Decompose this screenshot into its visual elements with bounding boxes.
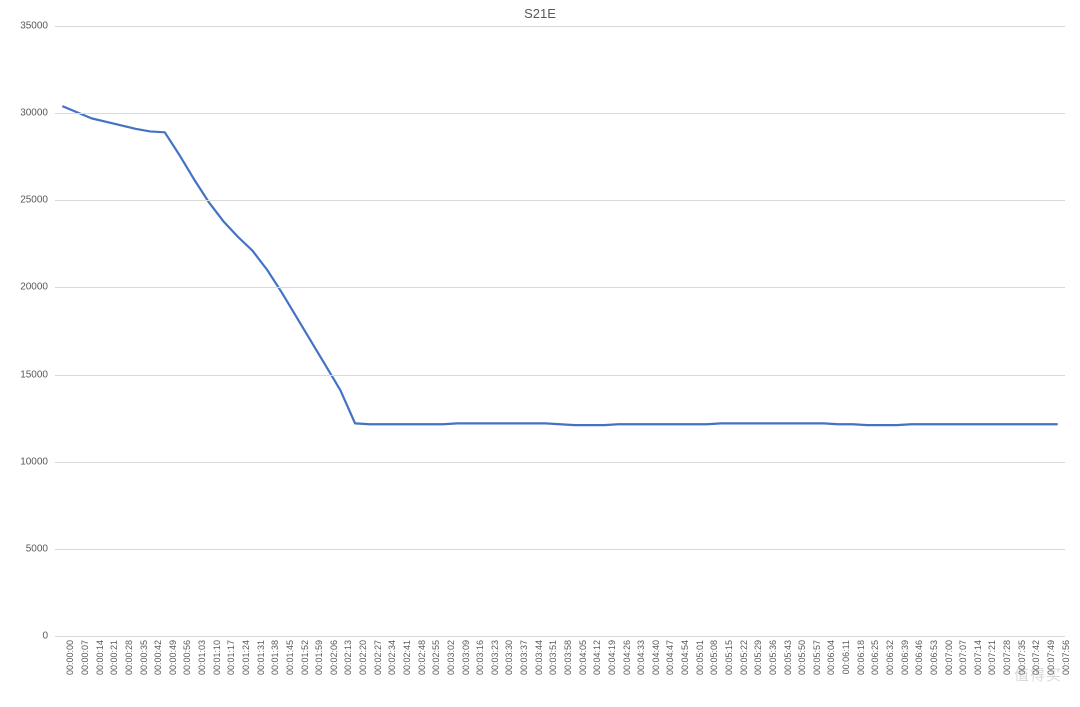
x-tick-label: 00:04:26 (622, 640, 632, 675)
gridline (55, 26, 1065, 27)
x-tick-label: 00:02:34 (387, 640, 397, 675)
x-tick-label: 00:07:42 (1031, 640, 1041, 675)
y-tick-label: 10000 (0, 456, 48, 467)
x-tick-label: 00:03:02 (446, 640, 456, 675)
x-tick-label: 00:00:21 (109, 640, 119, 675)
x-tick-label: 00:01:17 (226, 640, 236, 675)
x-tick-label: 00:07:21 (987, 640, 997, 675)
x-tick-label: 00:00:28 (124, 640, 134, 675)
x-tick-label: 00:05:29 (753, 640, 763, 675)
x-tick-label: 00:04:54 (680, 640, 690, 675)
x-tick-label: 00:05:01 (695, 640, 705, 675)
y-tick-label: 5000 (0, 543, 48, 554)
x-tick-label: 00:05:36 (768, 640, 778, 675)
y-tick-label: 25000 (0, 195, 48, 206)
x-tick-label: 00:01:24 (241, 640, 251, 675)
y-tick-label: 20000 (0, 282, 48, 293)
y-tick-label: 15000 (0, 369, 48, 380)
chart-title: S21E (0, 6, 1080, 21)
x-tick-label: 00:07:35 (1017, 640, 1027, 675)
x-tick-label: 00:03:37 (519, 640, 529, 675)
x-tick-label: 00:07:28 (1002, 640, 1012, 675)
x-tick-label: 00:03:09 (461, 640, 471, 675)
x-axis: 00:00:00 00:00:07 00:00:14 00:00:21 00:00:28… (55, 640, 1065, 705)
gridline (55, 549, 1065, 550)
gridline (55, 287, 1065, 288)
x-tick-label: 00:02:48 (417, 640, 427, 675)
x-tick-label: 00:07:56 (1061, 640, 1071, 675)
x-tick-label: 00:01:38 (270, 640, 280, 675)
x-tick-label: 00:04:12 (592, 640, 602, 675)
x-tick-label: 00:03:58 (563, 640, 573, 675)
x-tick-label: 00:03:23 (490, 640, 500, 675)
x-tick-label: 00:01:59 (314, 640, 324, 675)
x-tick-label: 00:00:42 (153, 640, 163, 675)
x-tick-label: 00:01:31 (256, 640, 266, 675)
x-tick-label: 00:04:19 (607, 640, 617, 675)
gridline (55, 113, 1065, 114)
x-tick-label: 00:06:25 (870, 640, 880, 675)
x-tick-label: 00:00:14 (95, 640, 105, 675)
x-tick-label: 00:01:52 (300, 640, 310, 675)
x-tick-label: 00:06:11 (841, 640, 851, 674)
gridline (55, 375, 1065, 376)
x-tick-label: 00:00:07 (80, 640, 90, 675)
x-tick-label: 00:07:49 (1046, 640, 1056, 675)
x-tick-label: 00:04:33 (636, 640, 646, 675)
line-chart: S21E 0 5000 10000 15000 20000 25000 30000 35000… (0, 0, 1080, 707)
x-tick-label: 00:05:15 (724, 640, 734, 675)
x-tick-label: 00:02:55 (431, 640, 441, 675)
x-tick-label: 00:03:44 (534, 640, 544, 675)
plot-area (55, 26, 1065, 637)
x-tick-label: 00:06:32 (885, 640, 895, 675)
y-tick-label: 30000 (0, 108, 48, 119)
gridline (55, 200, 1065, 201)
x-tick-label: 00:01:10 (212, 640, 222, 675)
gridline (55, 462, 1065, 463)
x-tick-label: 00:05:08 (709, 640, 719, 675)
x-tick-label: 00:01:03 (197, 640, 207, 675)
x-tick-label: 00:02:27 (373, 640, 383, 675)
y-tick-label: 0 (0, 631, 48, 642)
x-tick-label: 00:07:14 (973, 640, 983, 675)
y-tick-label: 35000 (0, 21, 48, 32)
x-tick-label: 00:00:00 (65, 640, 75, 675)
x-tick-label: 00:00:35 (139, 640, 149, 675)
x-tick-label: 00:04:47 (665, 640, 675, 675)
x-tick-label: 00:04:05 (578, 640, 588, 675)
series-line (62, 106, 1057, 425)
x-tick-label: 00:06:46 (914, 640, 924, 675)
x-tick-label: 00:04:40 (651, 640, 661, 675)
x-tick-label: 00:06:53 (929, 640, 939, 675)
x-tick-label: 00:03:16 (475, 640, 485, 675)
x-tick-label: 00:00:49 (168, 640, 178, 675)
x-tick-label: 00:05:50 (797, 640, 807, 675)
x-tick-label: 00:03:30 (504, 640, 514, 675)
x-tick-label: 00:02:06 (329, 640, 339, 675)
x-tick-label: 00:07:00 (944, 640, 954, 675)
chart-line (55, 26, 1065, 636)
x-tick-label: 00:06:18 (856, 640, 866, 675)
x-tick-label: 00:05:22 (739, 640, 749, 675)
x-tick-label: 00:05:57 (812, 640, 822, 675)
x-tick-label: 00:07:07 (958, 640, 968, 675)
x-tick-label: 00:02:20 (358, 640, 368, 675)
x-tick-label: 00:02:41 (402, 640, 412, 675)
x-tick-label: 00:05:43 (783, 640, 793, 675)
x-tick-label: 00:06:04 (826, 640, 836, 675)
x-tick-label: 00:01:45 (285, 640, 295, 675)
x-tick-label: 00:06:39 (900, 640, 910, 675)
x-tick-label: 00:00:56 (182, 640, 192, 675)
x-tick-label: 00:02:13 (343, 640, 353, 675)
x-tick-label: 00:03:51 (548, 640, 558, 675)
